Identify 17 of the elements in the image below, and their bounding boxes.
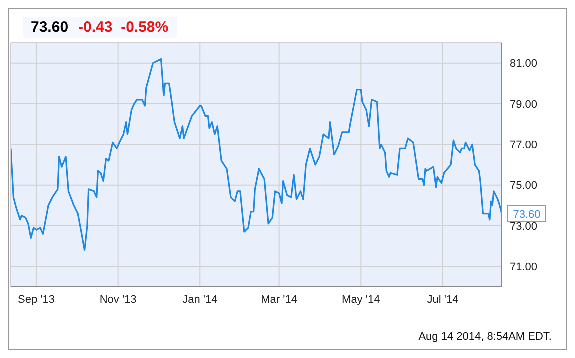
chart-title: 73.60: [31, 19, 69, 36]
x-tick-label: Mar '14: [261, 294, 298, 306]
y-tick-label: 77.00: [510, 140, 538, 152]
y-tick-label: 73.00: [510, 220, 538, 233]
x-tick-label: Jul '14: [427, 294, 459, 306]
x-tick-label: Sep '13: [18, 294, 55, 306]
y-tick-label: 79.00: [510, 98, 538, 111]
x-tick-label: May '14: [342, 294, 380, 306]
x-tick-label: Jan '14: [182, 294, 218, 306]
y-tick-label: 75.00: [510, 180, 538, 192]
chart-subtitle: -0.43 -0.58%: [78, 19, 169, 36]
y-tick-label: 81.00: [510, 58, 538, 70]
line-series: [11, 58, 502, 252]
y-tick-label: 71.00: [510, 262, 538, 274]
annotation: 73.60: [513, 208, 541, 221]
text: Aug 14 2014, 8:54AM EDT.: [418, 331, 552, 343]
x-tick-label: Nov '13: [100, 294, 137, 306]
